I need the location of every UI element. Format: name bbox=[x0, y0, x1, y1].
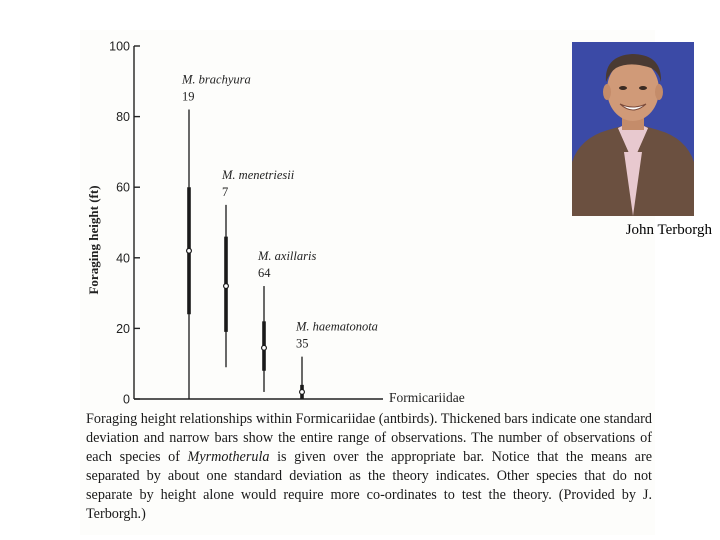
species-group: M. menetriesii 7 bbox=[221, 168, 295, 368]
species-group: M. haematonota 35 bbox=[295, 320, 378, 399]
y-tick-label: 100 bbox=[109, 40, 130, 54]
chart-axes bbox=[133, 46, 383, 400]
foraging-height-figure: 0 20 40 60 80 100 M. brachyura 19 M. menetriesi… bbox=[80, 30, 655, 535]
y-tick-label: 60 bbox=[116, 181, 130, 195]
y-ticks: 0 20 40 60 80 100 bbox=[109, 40, 140, 407]
caption-text-after: is given over the appropriate bar. Notic… bbox=[86, 449, 652, 522]
species-label: M. brachyura bbox=[181, 73, 251, 87]
caption-genus: Myrmotherula bbox=[187, 449, 270, 465]
mean-marker bbox=[299, 388, 306, 395]
foraging-height-chart: 0 20 40 60 80 100 M. brachyura 19 M. menetriesi… bbox=[86, 40, 465, 407]
observation-count-label: 35 bbox=[296, 337, 309, 351]
species-label: M. menetriesii bbox=[221, 168, 295, 182]
y-axis-label: Foraging height (ft) bbox=[86, 185, 101, 294]
caption-text-before: Foraging height relationships within For… bbox=[86, 411, 652, 465]
species-label: M. haematonota bbox=[295, 320, 378, 334]
mean-marker bbox=[185, 247, 192, 254]
chart-marks: M. brachyura 19 M. menetriesii 7 M. axillari… bbox=[181, 73, 378, 399]
observation-count-label: 19 bbox=[182, 90, 195, 104]
y-tick-label: 20 bbox=[116, 322, 130, 336]
observation-count-label: 7 bbox=[222, 185, 228, 199]
y-tick-label: 80 bbox=[116, 110, 130, 124]
x-axis-label: Formicariidae bbox=[389, 390, 465, 405]
y-tick-label: 0 bbox=[123, 393, 130, 407]
portrait-photo bbox=[572, 42, 694, 216]
mean-marker bbox=[261, 344, 268, 351]
portrait-image bbox=[572, 42, 694, 216]
species-group: M. brachyura 19 bbox=[181, 73, 251, 399]
photo-caption: John Terborgh bbox=[625, 222, 712, 238]
y-tick-label: 40 bbox=[116, 251, 130, 265]
mean-marker bbox=[223, 283, 230, 290]
figure-caption: Foraging height relationships within For… bbox=[86, 410, 652, 524]
observation-count-label: 64 bbox=[258, 266, 271, 280]
species-label: M. axillaris bbox=[257, 249, 316, 263]
species-group: M. axillaris 64 bbox=[257, 249, 316, 392]
